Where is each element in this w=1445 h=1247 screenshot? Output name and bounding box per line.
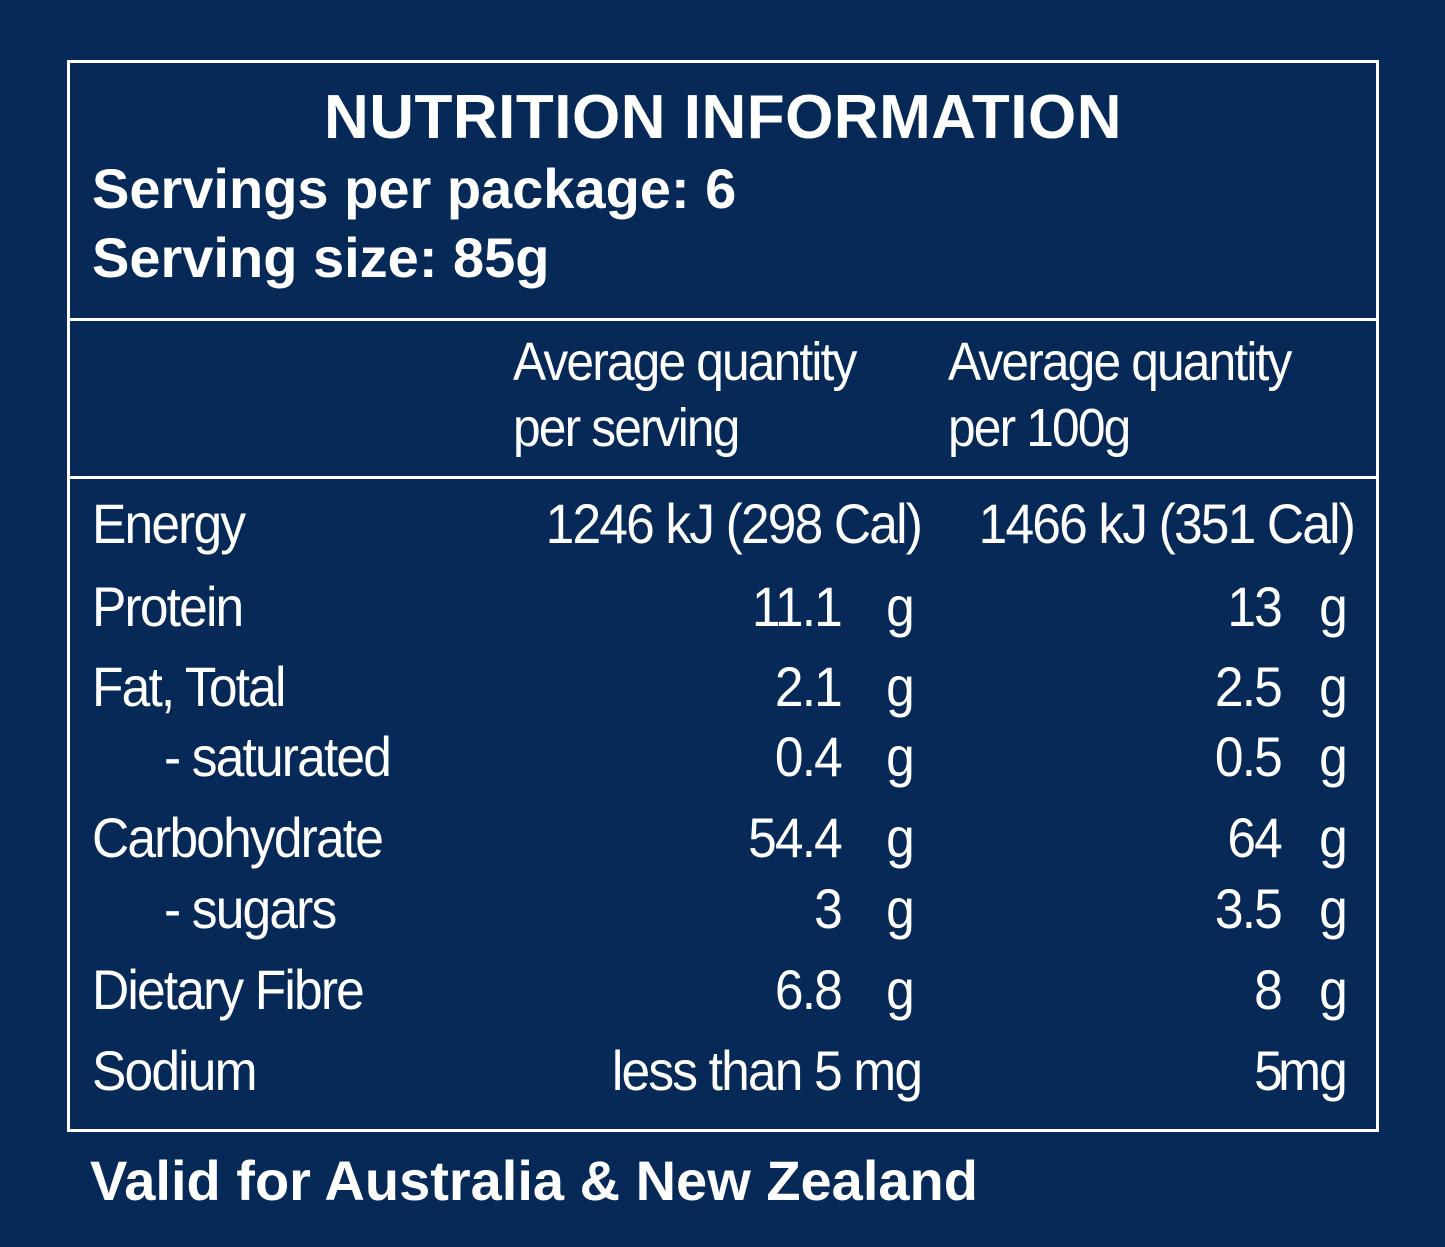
table-row: Fat, Total 2.1 g 2.5 g xyxy=(70,652,1376,722)
energy-per-serving: 1246 kJ (298 Cal) xyxy=(545,492,923,555)
servings-per-package: Servings per package: 6 xyxy=(92,157,737,220)
per-serving-value: 54.4 xyxy=(748,806,843,869)
nutrient-label: Dietary Fibre xyxy=(92,958,365,1021)
table-row: - saturated 0.4 g 0.5 g xyxy=(70,722,1376,792)
per-serving-unit: g xyxy=(886,877,915,940)
validity-note: Valid for Australia & New Zealand xyxy=(90,1149,978,1212)
serving-size: Serving size: 85g xyxy=(92,226,550,289)
column-headers: Average quantity per serving Average qua… xyxy=(70,321,1376,479)
per-100g-value: 13 xyxy=(1227,575,1282,638)
table-row-energy: Energy 1246 kJ (298 Cal) 1466 kJ (351 Ca… xyxy=(70,489,1376,559)
nutrient-label: Energy xyxy=(92,492,246,555)
table-row: Dietary Fibre 6.8 g 8 g xyxy=(70,955,1376,1025)
nutrient-label: - sugars xyxy=(164,877,337,940)
per-serving-value: 11.1 xyxy=(751,575,843,638)
per-100g-header-line2: per 100g xyxy=(948,398,1131,458)
per-serving-unit: g xyxy=(886,725,915,788)
sodium-per-serving: less than 5 mg xyxy=(611,1039,923,1102)
nutrient-label: Carbohydrate xyxy=(92,806,384,869)
panel-title: NUTRITION INFORMATION xyxy=(323,83,1123,152)
per-serving-header-line2: per serving xyxy=(513,398,740,458)
per-100g-unit: g xyxy=(1319,575,1348,638)
per-serving-unit: g xyxy=(886,575,915,638)
per-100g-unit: g xyxy=(1319,877,1348,940)
nutrient-label: Protein xyxy=(92,575,244,638)
per-100g-unit: g xyxy=(1319,725,1348,788)
table-row: Protein 11.1 g 13 g xyxy=(70,572,1376,642)
per-serving-value: 6.8 xyxy=(774,958,843,1021)
per-serving-value: 0.4 xyxy=(774,725,843,788)
per-100g-unit: g xyxy=(1319,806,1348,869)
nutrient-label: Fat, Total xyxy=(92,655,286,718)
energy-per-100g: 1466 kJ (351 Cal) xyxy=(978,492,1356,555)
per-serving-header: Average quantity per serving xyxy=(513,329,857,461)
per-serving-header-line1: Average quantity xyxy=(513,332,857,392)
per-100g-header-line1: Average quantity xyxy=(948,332,1292,392)
nutrient-label: Sodium xyxy=(92,1039,257,1102)
per-100g-unit: g xyxy=(1319,958,1348,1021)
per-100g-value: 2.5 xyxy=(1214,655,1283,718)
per-serving-unit: g xyxy=(886,806,915,869)
per-100g-value: 5 xyxy=(1254,1039,1283,1102)
per-serving-unit: g xyxy=(886,655,915,718)
per-100g-unit: g xyxy=(1319,655,1348,718)
per-serving-value: 3 xyxy=(814,877,843,940)
table-row: Carbohydrate 54.4 g 64 g xyxy=(70,803,1376,873)
per-100g-header: Average quantity per 100g xyxy=(948,329,1292,461)
nutrient-label: - saturated xyxy=(164,725,392,788)
per-100g-value: 64 xyxy=(1227,806,1282,869)
per-100g-value: 0.5 xyxy=(1214,725,1283,788)
nutrition-panel: NUTRITION INFORMATION Servings per packa… xyxy=(67,60,1379,1132)
per-serving-unit: g xyxy=(886,958,915,1021)
panel-header: NUTRITION INFORMATION Servings per packa… xyxy=(70,63,1376,321)
table-row: - sugars 3 g 3.5 g xyxy=(70,874,1376,944)
per-100g-value: 3.5 xyxy=(1214,877,1283,940)
per-serving-value: 2.1 xyxy=(774,655,843,718)
per-100g-value: 8 xyxy=(1254,958,1283,1021)
per-100g-unit: mg xyxy=(1278,1039,1348,1102)
table-row-sodium: Sodium less than 5 mg 5 mg xyxy=(70,1036,1376,1106)
